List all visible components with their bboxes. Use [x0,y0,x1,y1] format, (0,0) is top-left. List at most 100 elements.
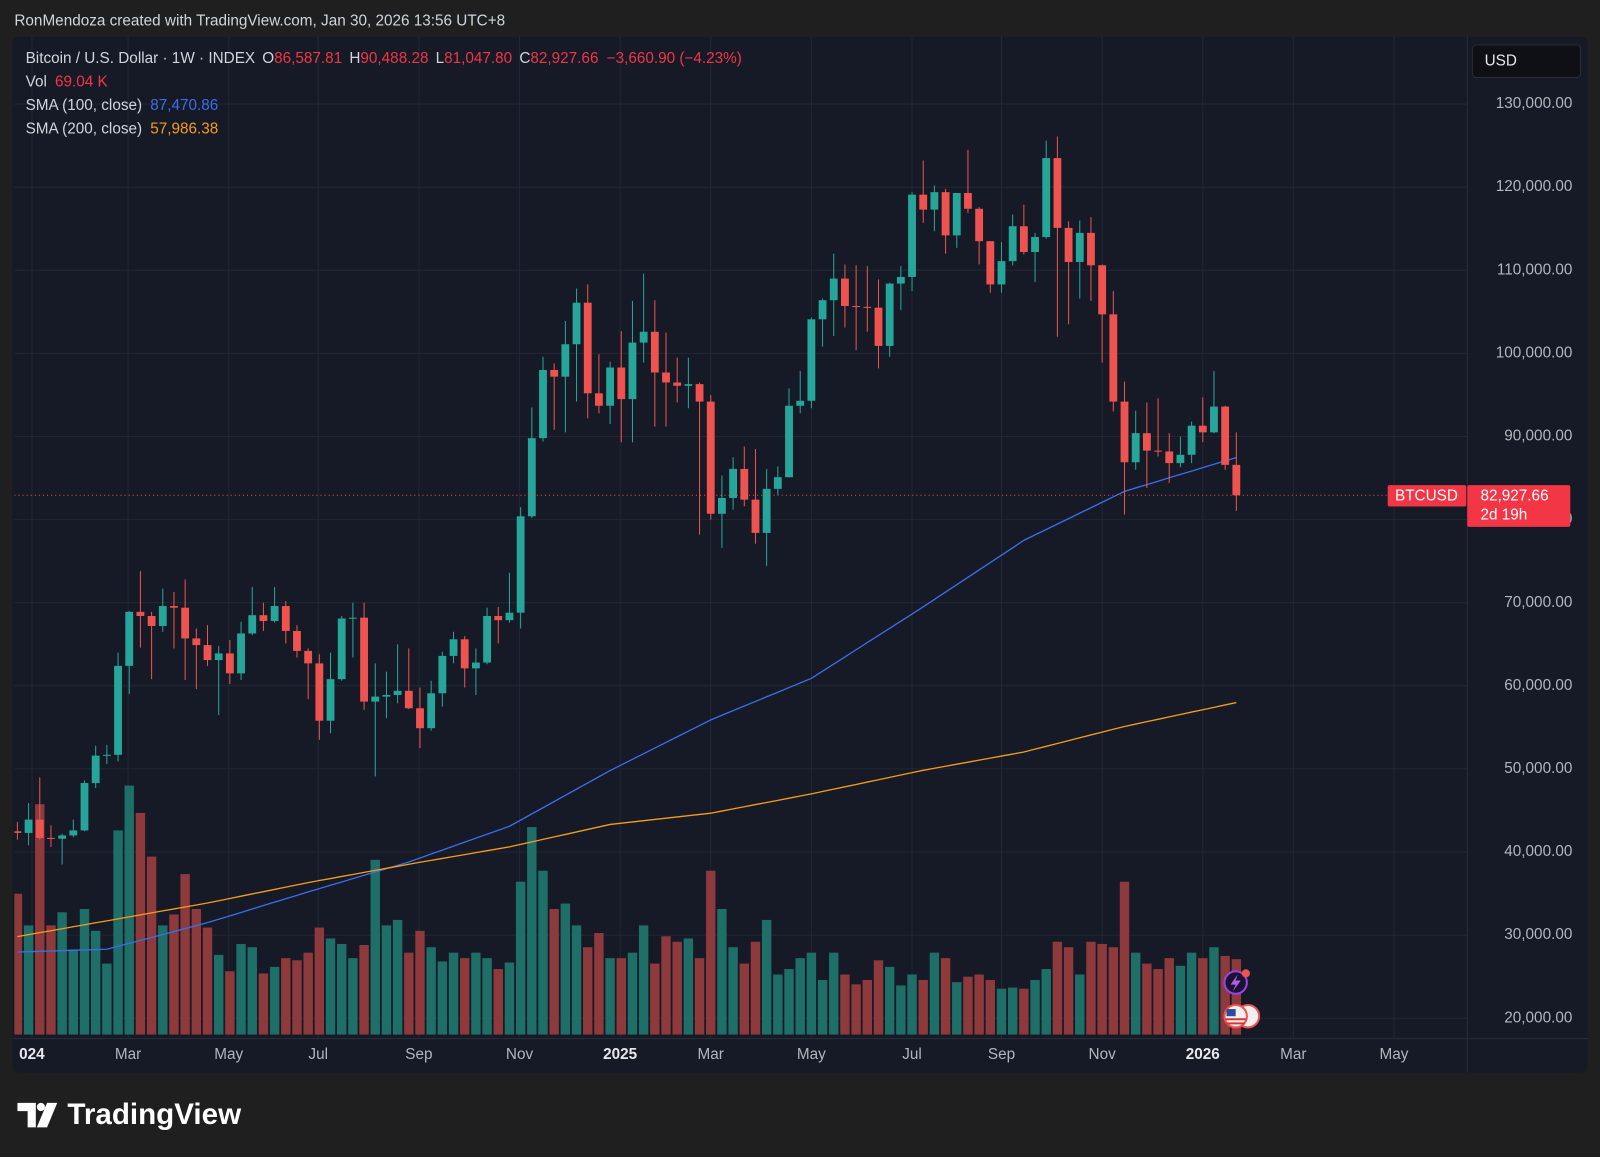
price-tag [1467,485,1571,527]
volume-bar [1097,943,1107,1035]
volume-bar [79,908,90,1035]
volume-bar [761,919,772,1035]
y-tick-label: 30,000.00 [1504,926,1572,943]
candle-body [539,370,547,439]
x-tick-label: Sep [405,1046,432,1063]
candle-body [35,819,44,838]
candle-body [438,655,447,694]
volume-bar [616,958,626,1035]
candle-body [460,639,469,669]
volume-bar [14,893,23,1035]
volume-bar [560,903,571,1035]
volume-bar [605,958,615,1035]
volume-bar [806,952,817,1035]
candle-body [337,618,346,680]
volume-bar [918,979,928,1035]
symbol-tag-text: BTCUSD [1395,487,1458,504]
currency[interactable]: USD [1485,52,1517,69]
candle-body [1221,406,1230,465]
volume-bar [929,952,940,1035]
candle-body [1154,450,1162,452]
volume-bar [549,908,559,1035]
volume-bar [672,941,682,1035]
candle-body [583,302,592,394]
candle-body [416,708,424,729]
candle-body [874,307,883,346]
volume-bar [135,812,146,1035]
volume-bar [840,974,850,1035]
volume-bar [504,962,515,1035]
legend-row: SMA (100, close) 87,470.86 [26,97,219,114]
volume-bar [1209,947,1219,1035]
legend-series-name: SMA (200, close) [26,121,142,138]
legend-volume-value: 69.04 K [55,74,109,91]
candle-body [751,499,760,533]
volume-bar [817,979,828,1035]
volume-bar [35,804,45,1035]
legend-volume-name: Vol [26,74,47,91]
volume-bar [191,908,202,1035]
volume-bar [1231,959,1242,1035]
candle-body [1053,158,1062,228]
volume-bar [1108,947,1119,1035]
candle-body [527,438,536,517]
volume-bar [1075,974,1085,1035]
candle-body [225,653,234,674]
y-tick-label: 60,000.00 [1504,677,1572,694]
candle-body [863,306,872,308]
volume-bar [952,982,962,1035]
header: RonMendoza created with TradingView.com,… [14,12,505,29]
candle-body [192,638,201,646]
legend-value: 81,047.80 [444,50,512,67]
volume-bar [515,881,526,1035]
volume-bar [571,925,582,1035]
event-icons[interactable] [1223,969,1261,1029]
volume-bar [113,830,123,1035]
volume-bar [57,912,67,1035]
candle-body [606,367,615,406]
y-tick-label: 20,000.00 [1504,1009,1572,1026]
candle-body [47,837,55,839]
candle-body [248,615,257,634]
y-tick-label: 120,000.00 [1496,178,1573,195]
volume-bar [963,976,973,1035]
candle-body [259,615,268,621]
volume-bar [102,963,112,1035]
volume-bar [426,947,436,1035]
candle-body [706,401,715,514]
volume-bar [896,985,906,1035]
candle-body [348,617,357,619]
sma-line [17,701,1237,938]
x-tick-label: Jul [902,1046,922,1063]
legend-series-value: 57,986.38 [150,121,218,138]
candle-body [684,384,693,386]
volume-bar [381,925,392,1035]
candle-body [997,261,1006,285]
candle-body [102,754,111,756]
symbol-tag [1387,485,1467,507]
volume-bar [359,945,369,1035]
legend-change: −3,660.90 (−4.23%) [607,50,742,67]
volume-bar [1007,987,1018,1035]
candle-body [796,400,805,406]
volume-bar [68,949,79,1035]
axes: 20,000.00 30,000.00 40,000.00 50,000.00 60,0… [19,95,1572,1063]
candle-body [1176,454,1185,464]
candle-body [964,192,972,209]
legend-key: L [436,50,445,67]
y-tick-label: 40,000.00 [1504,843,1572,860]
volume-bar [370,859,380,1035]
currency-box[interactable] [1471,44,1582,79]
volume-bar [493,969,503,1035]
volume-bar [225,971,235,1035]
candle-body [14,831,22,833]
candle-body [1210,406,1218,433]
candle-body [494,616,503,621]
volume-bar [650,963,660,1035]
candle-body [326,679,335,721]
candle-body [1019,226,1028,253]
volume-bar [1198,958,1208,1035]
candle-body [975,208,984,242]
x-tick-label: May [214,1046,243,1063]
